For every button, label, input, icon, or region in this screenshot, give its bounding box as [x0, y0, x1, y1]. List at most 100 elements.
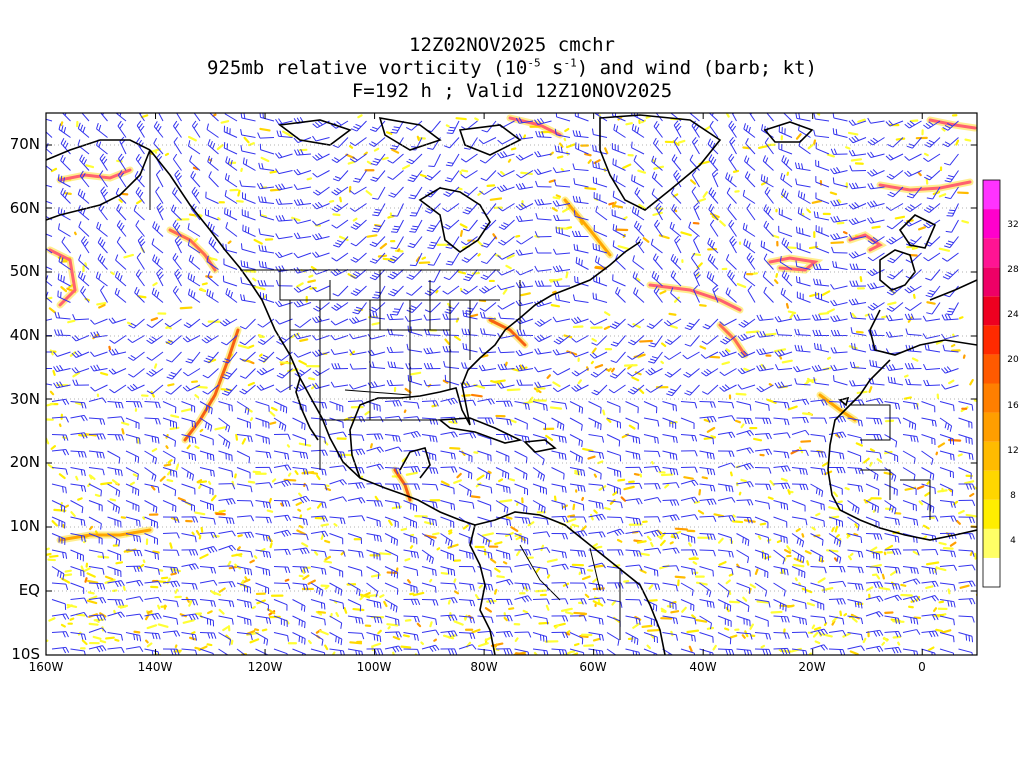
wind-barb-flag: [57, 312, 61, 319]
vorticity-streak: [486, 599, 497, 603]
vorticity-streak: [697, 509, 705, 515]
wind-barb: [498, 236, 515, 246]
wind-barb-shaft: [889, 381, 904, 386]
wind-barb-shaft: [137, 240, 145, 254]
wind-barb: [944, 153, 959, 166]
wind-barb-shaft: [743, 128, 756, 138]
wind-barb-flag: [128, 356, 134, 361]
wind-barb-shaft: [519, 302, 534, 307]
wind-barb-flag: [293, 352, 299, 358]
vorticity-streak: [564, 127, 570, 133]
wind-barb: [712, 285, 719, 303]
wind-barb: [515, 249, 534, 256]
vorticity-streak: [400, 527, 408, 532]
wind-barb: [939, 401, 955, 412]
wind-barb: [349, 316, 367, 324]
wind-barb: [670, 287, 682, 303]
wind-barb-flag: [57, 273, 60, 280]
wind-barb-flag: [483, 312, 486, 319]
vorticity-streak: [826, 356, 832, 360]
vorticity-streak: [506, 254, 515, 260]
wind-barb-flag: [193, 189, 198, 195]
wind-barb-shaft: [433, 252, 441, 266]
wind-barb: [729, 136, 737, 155]
wind-barb-flag: [578, 196, 582, 203]
title-line-1: 12Z02NOV2025 cmchr: [409, 34, 615, 56]
wind-barb-flag: [330, 349, 335, 355]
wind-barb: [100, 107, 108, 122]
wind-barb-flag: [780, 381, 785, 387]
wind-barb-flag: [627, 390, 634, 395]
wind-barb-flag: [151, 287, 155, 294]
vorticity-band: [878, 180, 972, 192]
wind-barb-shaft: [389, 318, 404, 321]
vorticity-streak: [121, 428, 125, 435]
wind-barb-shaft: [316, 252, 330, 258]
wind-barb: [554, 293, 571, 303]
wind-barb-shaft: [520, 236, 534, 245]
wind-barb: [477, 398, 495, 405]
wind-barb: [293, 198, 312, 206]
wind-barb-shaft: [413, 236, 423, 248]
wind-barb-flag: [854, 217, 859, 223]
wind-barb-shaft: [78, 276, 90, 287]
wind-barb-flag: [683, 373, 689, 378]
wind-barb-flag: [379, 416, 384, 423]
vorticity-streak: [757, 535, 762, 540]
wind-barb-flag: [203, 360, 210, 364]
wind-barb-flag: [101, 107, 104, 112]
wind-barb-flag: [82, 113, 83, 114]
wind-barb-flag: [730, 238, 736, 244]
wind-barb-flag: [80, 124, 84, 131]
vorticity-streak: [447, 529, 453, 533]
wind-barb: [684, 335, 700, 347]
vorticity-streak: [457, 270, 467, 275]
wind-barb-shaft: [891, 219, 904, 230]
vorticity-streak: [248, 142, 255, 147]
wind-barb-shaft: [693, 240, 700, 254]
wind-barb: [943, 285, 959, 298]
wind-barb-shaft: [151, 384, 164, 395]
wind-barb-flag: [390, 192, 397, 196]
wind-barb-flag: [84, 241, 89, 247]
wind-barb: [815, 176, 830, 188]
wind-barb-flag: [206, 335, 213, 341]
wind-barb-flag: [515, 249, 520, 256]
wind-barb: [719, 349, 737, 358]
wind-barb-shaft: [503, 236, 515, 246]
vorticity-streak: [123, 253, 134, 259]
wind-barb-shaft: [723, 318, 737, 326]
vorticity-streak: [218, 587, 226, 593]
wind-barb-flag: [593, 371, 599, 376]
vorticity-streak: [695, 581, 708, 586]
wind-barb-flag: [371, 241, 378, 245]
wind-barb-flag: [796, 314, 801, 321]
wind-barb-shaft: [187, 335, 201, 343]
vorticity-streak: [150, 390, 155, 398]
vorticity-streak: [847, 131, 859, 136]
wind-barb-flag: [260, 339, 266, 343]
vorticity-streak: [84, 262, 88, 267]
wind-barb-flag: [867, 329, 871, 336]
wind-barb: [479, 153, 497, 164]
wind-barb-flag: [375, 208, 382, 211]
wind-barb-shaft: [58, 261, 71, 270]
vorticity-streak: [826, 308, 835, 314]
wind-barb-flag: [75, 379, 79, 386]
wind-barb: [923, 252, 941, 262]
vorticity-streak: [502, 561, 508, 565]
vorticity-streak: [308, 274, 314, 278]
wind-barb-flag: [173, 206, 177, 213]
wind-barb: [330, 334, 349, 341]
wind-barb-shaft: [500, 317, 515, 320]
wind-barb: [748, 113, 756, 122]
wind-barb-flag: [57, 174, 60, 181]
wind-barb-flag: [108, 369, 114, 375]
vorticity-streak: [283, 478, 297, 482]
wind-barb-shaft: [292, 417, 306, 425]
wind-barb: [532, 401, 548, 412]
wind-barb-flag: [445, 246, 452, 249]
vorticity-streak: [297, 508, 302, 512]
vorticity-streak: [756, 600, 770, 604]
vorticity-streak: [167, 383, 175, 387]
